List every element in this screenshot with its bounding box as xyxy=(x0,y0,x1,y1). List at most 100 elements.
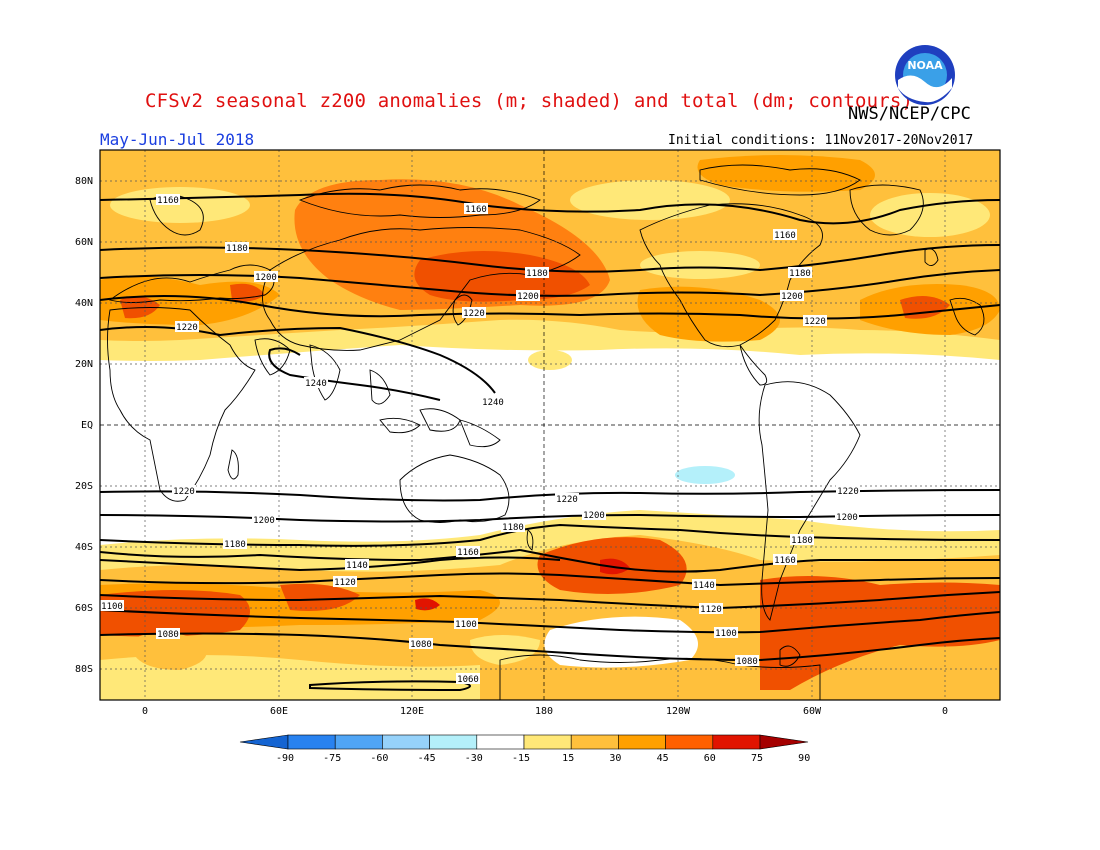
contour-label: 1220 xyxy=(172,485,196,497)
contour-label: 1200 xyxy=(835,511,859,523)
contour-label: 1180 xyxy=(225,242,249,254)
contour-label-text: 1180 xyxy=(526,269,548,279)
lat-label: 20S xyxy=(75,481,93,492)
contour-label-text: 1200 xyxy=(517,292,539,302)
contour-label-text: 1140 xyxy=(693,581,715,591)
colorbar-label: -15 xyxy=(512,753,530,764)
colorbar-label: -75 xyxy=(323,753,341,764)
contour-label: 1140 xyxy=(345,559,369,571)
colorbar-swatch xyxy=(712,734,761,750)
lat-label: 80S xyxy=(75,664,93,675)
contour-label-text: 1160 xyxy=(157,196,179,206)
contour-label: 1160 xyxy=(156,194,180,206)
lon-label: 120E xyxy=(400,706,424,717)
lat-label: 40S xyxy=(75,542,93,553)
contour-label: 1120 xyxy=(699,603,723,615)
contour-label-text: 1240 xyxy=(482,398,504,408)
colorbar-label: -60 xyxy=(370,753,388,764)
contour-label: 1180 xyxy=(223,538,247,550)
contour-label-text: 1220 xyxy=(176,323,198,333)
contour-label: 1160 xyxy=(456,546,480,558)
lat-label: 60N xyxy=(75,237,93,248)
contour-label: 1060 xyxy=(456,673,480,685)
contour-label-text: 1180 xyxy=(224,540,246,550)
colorbar-swatch xyxy=(382,734,430,750)
lat-label: 40N xyxy=(75,298,93,309)
map-title: CFSv2 seasonal z200 anomalies (m; shaded… xyxy=(145,90,914,112)
contour-label-text: 1220 xyxy=(837,487,859,497)
contour-label-text: 1100 xyxy=(455,620,477,630)
contour-label: 1220 xyxy=(175,321,199,333)
contour-label-text: 1060 xyxy=(457,675,479,685)
contour-label-text: 1220 xyxy=(804,317,826,327)
agency-label: NWS/NCEP/CPC xyxy=(848,104,971,124)
lat-label: 20N xyxy=(75,359,93,370)
contour-label: 1240 xyxy=(481,396,505,408)
contour-label-text: 1200 xyxy=(583,511,605,521)
contour-label: 1080 xyxy=(735,655,759,667)
colorbar-swatch xyxy=(665,734,714,750)
contour-label-text: 1240 xyxy=(305,379,327,389)
contour-labels: 1160 1160 1160 1180 1180 1180 1200 1200 1200 1220… xyxy=(100,194,860,685)
lon-label: 120W xyxy=(666,706,691,717)
contour-label-text: 1180 xyxy=(791,536,813,546)
contour-label-text: 1080 xyxy=(157,630,179,640)
contour-label: 1180 xyxy=(525,267,549,279)
contour-label-text: 1220 xyxy=(556,495,578,505)
contour-label-text: 1120 xyxy=(334,578,356,588)
contour-label-text: 1080 xyxy=(410,640,432,650)
colorbar-swatch xyxy=(429,734,478,750)
contour-label-text: 1180 xyxy=(502,523,524,533)
contour-label: 1100 xyxy=(714,627,738,639)
colorbar-label: 90 xyxy=(798,753,810,764)
contour-label-text: 1200 xyxy=(781,292,803,302)
colorbar-swatch xyxy=(570,734,619,750)
contour-label: 1180 xyxy=(501,521,525,533)
contour-label: 1240 xyxy=(304,377,328,389)
contour-label: 1120 xyxy=(333,576,357,588)
contour-label: 1200 xyxy=(516,290,540,302)
colorbar-swatch xyxy=(523,734,572,750)
colorbar-label: 45 xyxy=(657,753,669,764)
contour-label-text: 1160 xyxy=(457,548,479,558)
contour-label-text: 1100 xyxy=(715,629,737,639)
contour-label: 1080 xyxy=(156,628,180,640)
lon-label: 0 xyxy=(142,706,148,717)
colorbar-label: -45 xyxy=(418,753,436,764)
lat-label: 80N xyxy=(75,176,93,187)
contour-label: 1220 xyxy=(836,485,860,497)
contour-label: 1220 xyxy=(803,315,827,327)
colorbar-label: -30 xyxy=(465,753,483,764)
contour-label: 1160 xyxy=(773,229,797,241)
contour-label: 1200 xyxy=(252,514,276,526)
contour-label: 1220 xyxy=(462,307,486,319)
logo-text: NOAA xyxy=(907,59,943,72)
contour-label-text: 1200 xyxy=(253,516,275,526)
lon-label: 0 xyxy=(942,706,948,717)
contour-label: 1180 xyxy=(790,534,814,546)
colorbar: -90 -75 -60 -45 -30 -15 15 30 45 60 75 90 xyxy=(239,734,810,764)
season-label: May-Jun-Jul 2018 xyxy=(100,130,255,149)
contour-label-text: 1200 xyxy=(836,513,858,523)
contour-label-text: 1200 xyxy=(255,273,277,283)
lon-label: 60W xyxy=(803,706,822,717)
colorbar-swatch xyxy=(287,734,336,750)
longitude-labels: 0 60E 120E 180 120W 60W 0 xyxy=(142,706,948,717)
contour-label: 1160 xyxy=(464,203,488,215)
colorbar-label: 30 xyxy=(609,753,621,764)
contour-label: 1140 xyxy=(692,579,716,591)
contour-label-text: 1220 xyxy=(463,309,485,319)
contour-label-text: 1140 xyxy=(346,561,368,571)
contour-label: 1080 xyxy=(409,638,433,650)
contour-label: 1100 xyxy=(100,600,124,612)
contour-label-text: 1100 xyxy=(101,602,123,612)
latitude-labels: 80N 60N 40N 20N EQ 20S 40S 60S 80S xyxy=(75,176,93,675)
contour-label: 1220 xyxy=(555,493,579,505)
colorbar-label: 75 xyxy=(751,753,763,764)
colorbar-swatch xyxy=(476,734,525,750)
colorbar-label: -90 xyxy=(276,753,294,764)
contour-label-text: 1160 xyxy=(774,231,796,241)
colorbar-label: 15 xyxy=(562,753,574,764)
colorbar-swatch xyxy=(334,734,383,750)
